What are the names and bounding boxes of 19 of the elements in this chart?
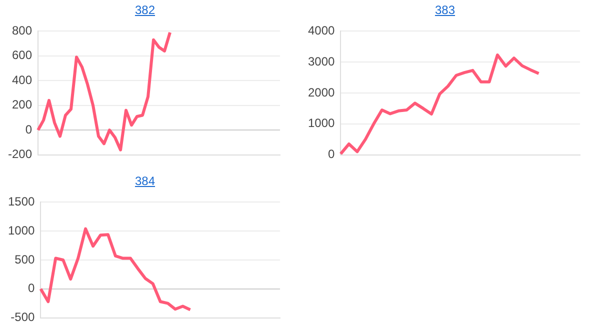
y-tick-label: 200 xyxy=(12,98,32,112)
y-tick-label: -200 xyxy=(8,147,32,162)
y-tick-label: 1000 xyxy=(308,116,336,130)
y-tick-label: 0 xyxy=(28,281,36,296)
chart-title: 384 xyxy=(134,173,156,189)
chart-title: 382 xyxy=(134,2,156,18)
y-tick-label: 0 xyxy=(328,147,336,162)
chart-title: 383 xyxy=(434,2,456,18)
y-tick-label: 2000 xyxy=(308,85,336,100)
y-tick-label: 500 xyxy=(14,252,36,266)
y-tick-label: 4000 xyxy=(308,24,336,38)
y-tick-label: 1000 xyxy=(8,223,36,238)
y-tick-label: 600 xyxy=(12,48,32,62)
y-tick-label: -500 xyxy=(10,310,36,324)
y-tick-label: 3000 xyxy=(308,54,336,68)
y-tick-label: 1500 xyxy=(8,194,36,209)
y-tick-label: 800 xyxy=(12,24,32,38)
y-tick-label: 400 xyxy=(12,72,32,87)
y-tick-label: 0 xyxy=(25,122,32,136)
